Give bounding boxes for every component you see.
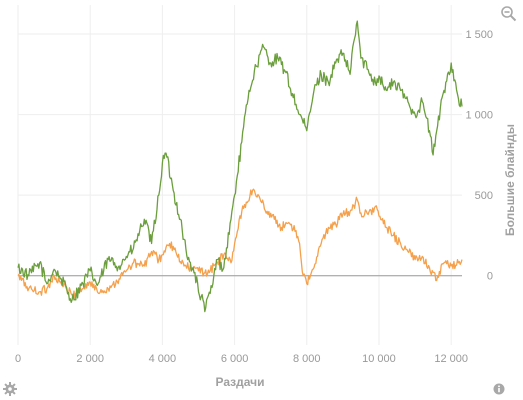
x-tick-label: 10 000 [362,353,396,365]
x-axis-title: Раздачи [216,375,265,389]
zoom-out-icon[interactable] [500,5,518,23]
series-layer[interactable] [17,20,463,313]
x-tick-label: 12 000 [434,353,468,365]
y-tick-label: 1 000 [465,110,493,122]
x-tick-label: 6 000 [221,353,249,365]
gear-icon[interactable] [2,381,18,397]
x-tick-label: 8 000 [293,353,321,365]
ticks-layer: 0 2 000 4 000 6 000 8 000 10 000 12 000 0 500 1 0… [15,29,493,365]
y-tick-label: 0 [487,271,493,283]
y-tick-label: 500 [475,190,493,202]
series-line-1[interactable] [17,188,463,299]
y-axis-title: Большие блайнды [503,124,517,236]
x-tick-label: 4 000 [149,353,177,365]
info-icon[interactable] [493,383,505,395]
x-tick-label: 2 000 [76,353,104,365]
x-tick-label: 0 [15,353,21,365]
y-tick-label: 1 500 [465,29,493,41]
series-line-0[interactable] [17,20,463,313]
